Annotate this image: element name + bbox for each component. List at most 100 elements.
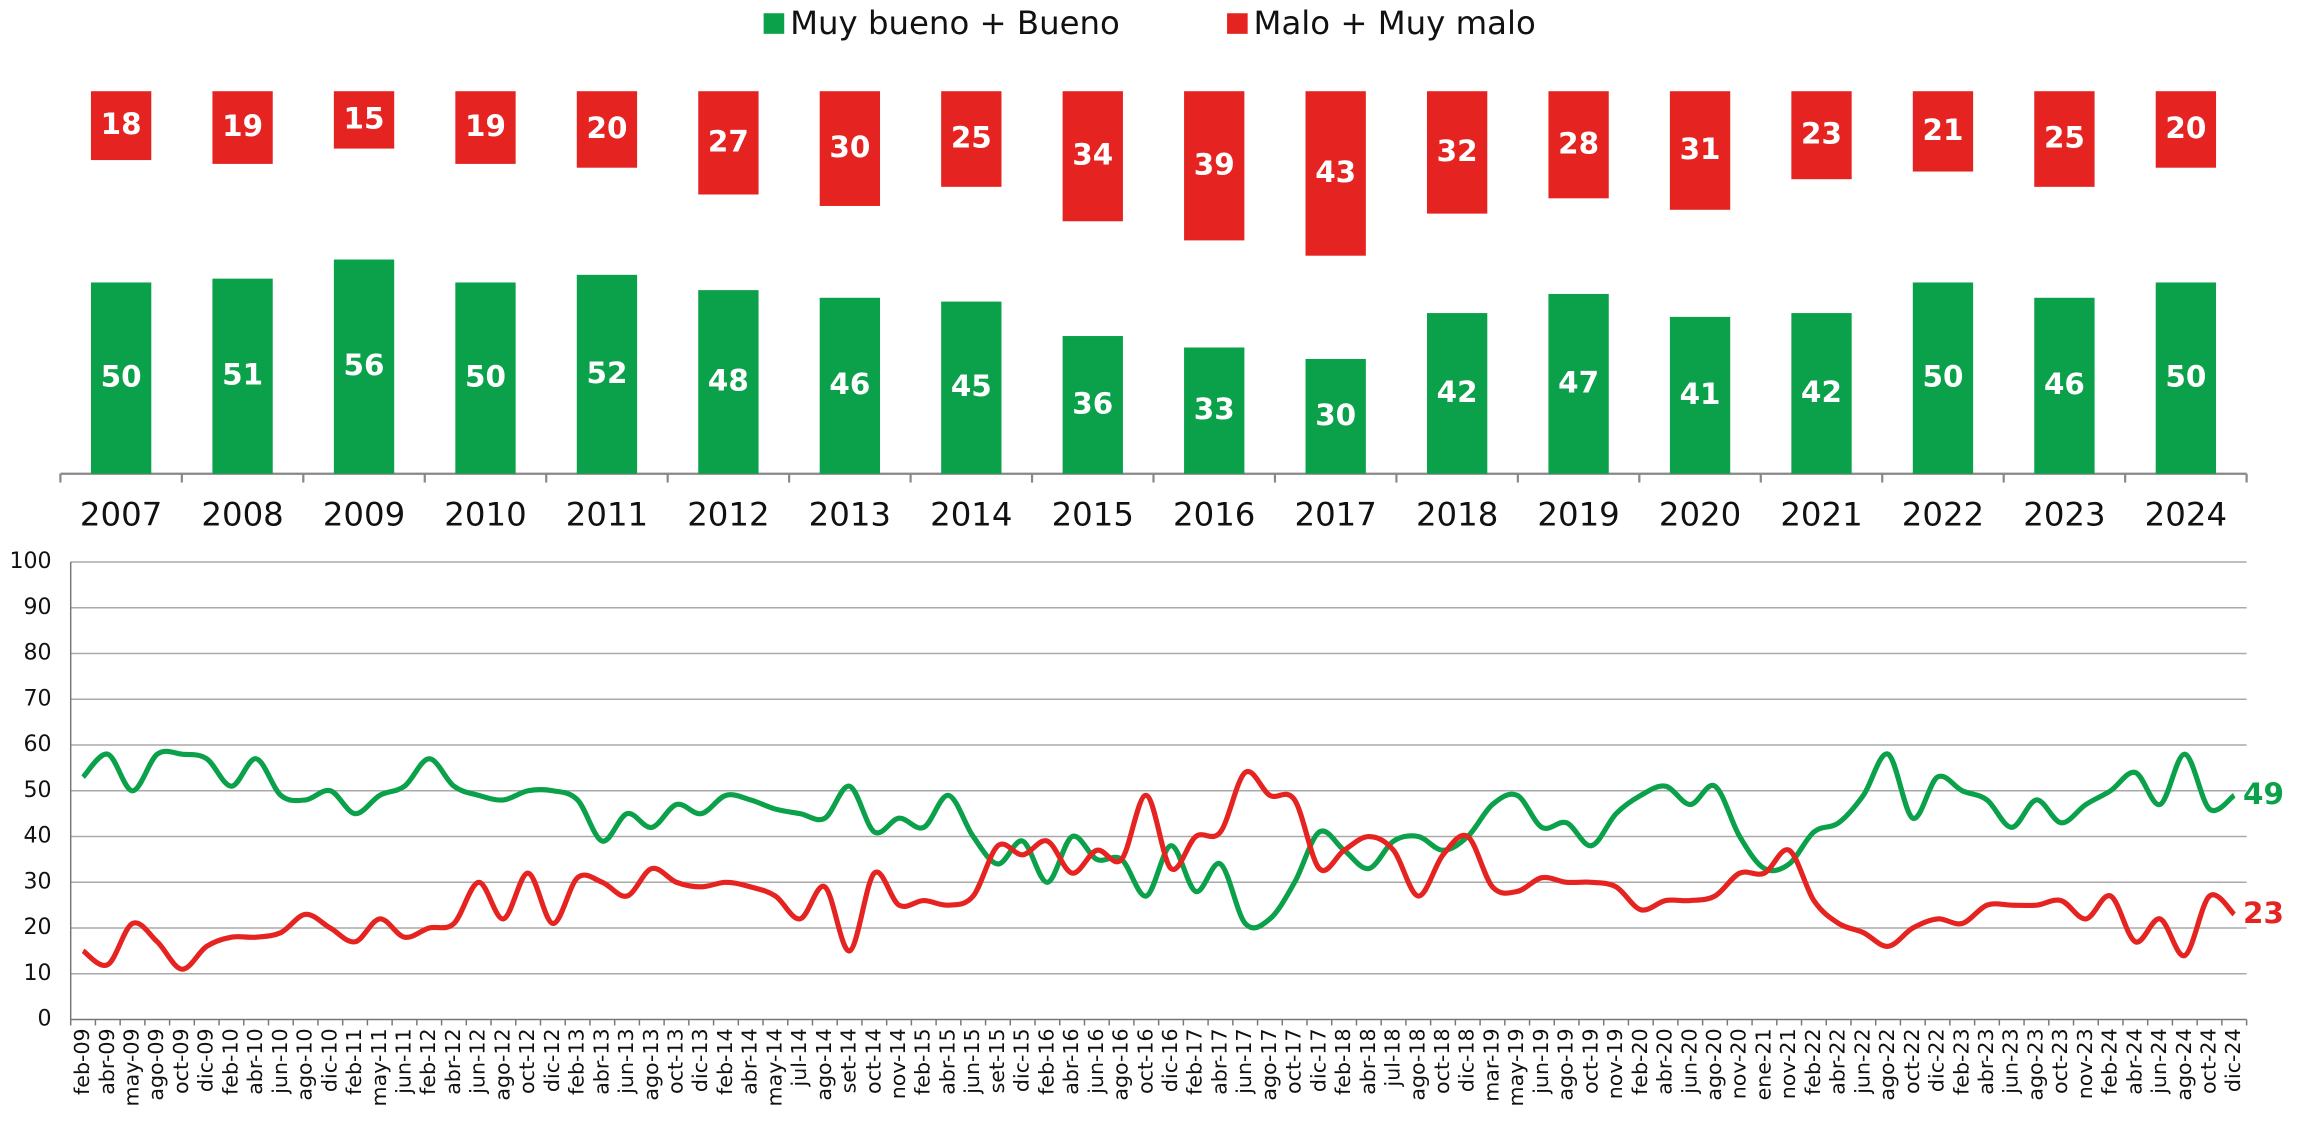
x-tick-label: abr-13 [589, 1028, 613, 1094]
x-tick-label: set-14 [837, 1028, 861, 1093]
x-tick-label: dic-13 [688, 1028, 712, 1092]
data-label: 50 [2165, 360, 2206, 394]
end-label: 23 [2243, 896, 2284, 930]
x-tick-label: ago-09 [144, 1028, 168, 1100]
x-tick-label: dic-16 [1158, 1028, 1182, 1092]
x-tick-label: dic-18 [1455, 1028, 1479, 1092]
x-tick-label: 2014 [930, 495, 1012, 533]
x-tick-label: jun-11 [391, 1028, 415, 1094]
x-tick-label: 2008 [201, 495, 283, 533]
x-tick-label: 2015 [1052, 495, 1134, 533]
bar [2034, 91, 2095, 187]
x-tick-label: feb-15 [911, 1028, 935, 1095]
bar [333, 259, 395, 474]
data-label: 25 [2044, 121, 2085, 155]
bar [212, 278, 273, 474]
data-label: 19 [465, 109, 506, 143]
y-tick-label: 80 [24, 641, 52, 666]
x-tick-label: feb-24 [2098, 1028, 2122, 1095]
bar [941, 301, 1002, 474]
bar [1305, 91, 1366, 256]
bar [1426, 313, 1488, 474]
bar [455, 282, 516, 474]
x-tick-label: 2017 [1295, 495, 1377, 533]
data-label: 50 [1923, 360, 1964, 394]
x-tick-label: jun-23 [1999, 1028, 2023, 1094]
x-tick-label: jun-20 [1677, 1028, 1701, 1094]
x-tick-label: ago-12 [490, 1028, 514, 1100]
data-label: 27 [708, 124, 749, 158]
data-label: 42 [1437, 375, 1478, 409]
data-label: 43 [1315, 155, 1356, 189]
x-tick-label: nov-21 [1776, 1028, 1800, 1099]
legend-label: Muy bueno + Bueno [790, 4, 1120, 42]
x-tick-label: feb-09 [70, 1028, 94, 1095]
x-tick-label: dic-24 [2221, 1028, 2245, 1092]
x-tick-label: ago-20 [1702, 1028, 1726, 1100]
x-tick-label: nov-23 [2073, 1028, 2097, 1099]
bar [1062, 91, 1123, 222]
bar [2155, 282, 2217, 474]
x-tick-label: may-19 [1504, 1028, 1528, 1106]
x-tick-label: oct-12 [515, 1028, 539, 1094]
data-label: 51 [222, 358, 263, 392]
bar [1548, 293, 1609, 474]
bar [576, 91, 638, 168]
bar [941, 91, 1002, 187]
bar [1791, 313, 1852, 474]
x-tick-label: set-15 [985, 1028, 1009, 1093]
data-label: 19 [222, 109, 263, 143]
x-tick-label: abr-24 [2122, 1028, 2146, 1094]
x-tick-label: oct-14 [861, 1028, 885, 1094]
bar [1912, 282, 1974, 474]
x-tick-label: 2020 [1659, 495, 1741, 533]
data-label: 41 [1680, 377, 1721, 411]
x-tick-label: abr-22 [1826, 1028, 1850, 1094]
x-tick-label: dic-15 [1010, 1028, 1034, 1092]
x-tick-label: oct-16 [1133, 1028, 1157, 1094]
data-label: 52 [586, 356, 627, 390]
bar [1669, 316, 1731, 474]
data-label: 32 [1437, 134, 1478, 168]
data-label: 50 [465, 360, 506, 394]
data-label: 18 [101, 107, 142, 141]
y-tick-label: 0 [38, 1007, 52, 1032]
bar [698, 290, 759, 474]
x-tick-label: 2011 [566, 495, 648, 533]
data-label: 25 [951, 121, 992, 155]
x-tick-label: feb-20 [1628, 1028, 1652, 1095]
data-label: 46 [829, 367, 870, 401]
x-tick-label: nov-20 [1727, 1028, 1751, 1099]
data-label: 39 [1194, 147, 1235, 181]
x-tick-label: ago-19 [1554, 1028, 1578, 1100]
x-tick-label: abr-17 [1207, 1028, 1231, 1094]
x-tick-label: 2009 [323, 495, 405, 533]
x-tick-label: mar-19 [1479, 1028, 1503, 1101]
x-tick-label: feb-23 [1949, 1028, 1973, 1095]
bar [698, 91, 759, 195]
x-tick-label: ago-14 [812, 1028, 836, 1100]
x-tick-label: oct-19 [1578, 1028, 1602, 1094]
bar [819, 297, 881, 474]
x-tick-label: 2016 [1173, 495, 1255, 533]
x-tick-label: dic-22 [1925, 1028, 1949, 1092]
y-tick-label: 20 [24, 915, 52, 940]
legend-swatch [763, 13, 785, 34]
x-tick-label: feb-10 [218, 1028, 242, 1095]
x-tick-label: abr-14 [738, 1028, 762, 1094]
data-label: 56 [344, 348, 385, 382]
x-tick-label: oct-18 [1430, 1028, 1454, 1094]
data-label: 31 [1680, 132, 1721, 166]
x-tick-label: jun-19 [1529, 1028, 1553, 1094]
x-tick-label: jun-24 [2147, 1028, 2171, 1094]
y-tick-label: 40 [24, 824, 52, 849]
x-tick-label: 2013 [809, 495, 891, 533]
bar [1184, 91, 1245, 241]
data-label: 45 [951, 369, 992, 403]
bar [1062, 336, 1123, 474]
bar [1305, 358, 1366, 474]
bar [212, 91, 273, 164]
bar [1548, 91, 1609, 199]
data-label: 21 [1923, 113, 1964, 147]
